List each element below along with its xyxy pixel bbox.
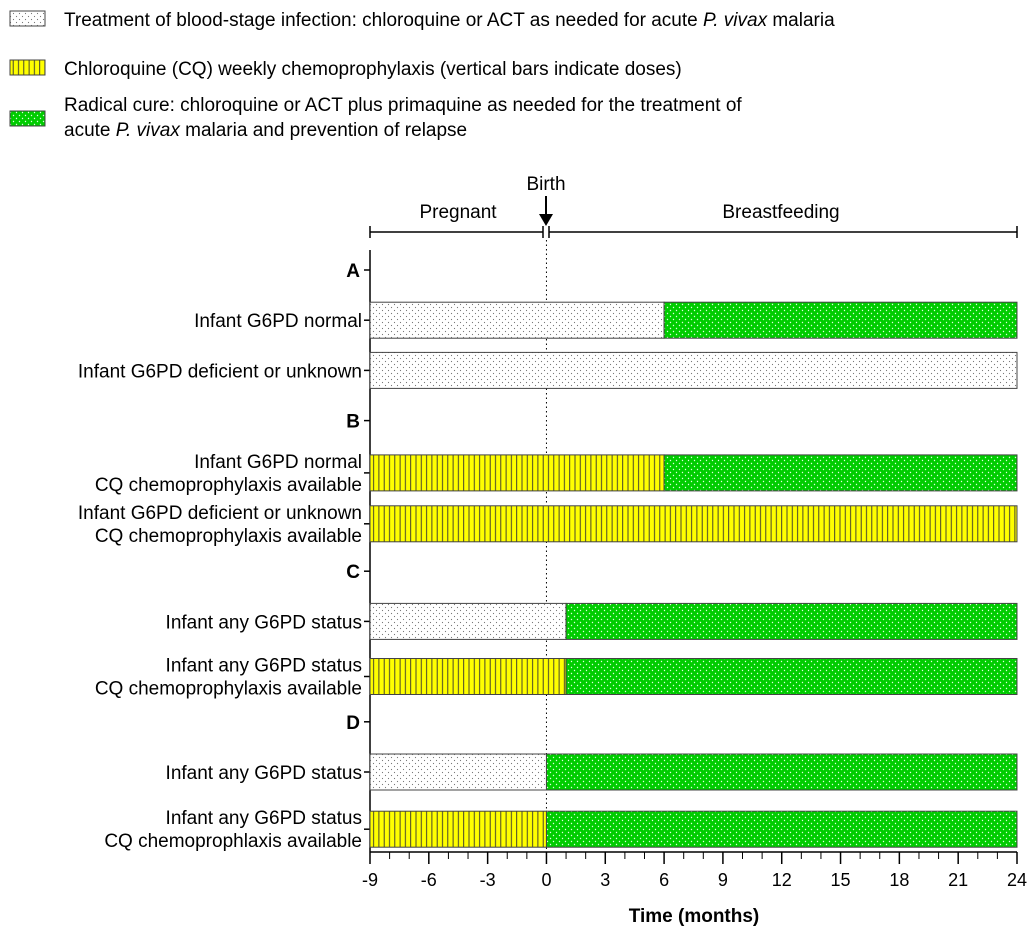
x-tick-label: 0 [541, 870, 551, 890]
row-B-2-bar-cq [369, 505, 1018, 543]
legend-label-blood: Treatment of blood-stage infection: chlo… [64, 10, 835, 31]
x-tick-label: 6 [659, 870, 669, 890]
row-A-2-label: Infant G6PD deficient or unknown [78, 361, 362, 382]
x-tick-label: 3 [600, 870, 610, 890]
legend-swatch-cq [9, 59, 46, 76]
legend: Treatment of blood-stage infection: chlo… [9, 10, 835, 141]
x-tick-label: 24 [1007, 870, 1027, 890]
row-C-2-bar-cq [369, 658, 567, 695]
row-C-1-bar-blood [369, 602, 567, 640]
row-D-1-bar-radical [545, 753, 1018, 791]
legend-label-radical-line1: Radical cure: chloroquine or ACT plus pr… [64, 95, 742, 116]
row-C-2-bar-radical [565, 658, 1018, 695]
x-tick-label: 18 [889, 870, 909, 890]
legend-swatch-radical [9, 110, 46, 127]
x-tick-label: -3 [480, 870, 496, 890]
row-A-2-bar-blood [369, 351, 1018, 389]
row-D-1-label: Infant any G6PD status [166, 763, 362, 784]
row-A-1-label: Infant G6PD normal [194, 311, 362, 332]
timeline-header: Birth Pregnant Breastfeeding [369, 174, 1018, 238]
row-D-2-label-line2: CQ chemoprophlaxis available [104, 831, 362, 852]
plot-area: A Infant G6PD normal Infant G6PD deficient… [78, 240, 1027, 890]
row-D-2-bar-cq [369, 810, 547, 848]
row-D-1-bar-blood [369, 753, 547, 791]
row-C-1-label: Infant any G6PD status [166, 612, 362, 633]
legend-label-radical-line2: acute P. vivax malaria and prevention of… [64, 120, 467, 141]
row-C-2-label-line1: Infant any G6PD status [166, 656, 362, 677]
x-tick-label: -9 [362, 870, 378, 890]
x-tick-label: 12 [772, 870, 792, 890]
row-B-1-label-line1: Infant G6PD normal [194, 452, 362, 473]
legend-item-blood: Treatment of blood-stage infection: chlo… [9, 10, 835, 31]
row-B-1-bar-radical [663, 454, 1018, 492]
x-tick-label: 21 [948, 870, 968, 890]
row-A-1-bar-radical [663, 301, 1018, 339]
row-D-2-bar-radical [545, 810, 1018, 848]
group-label-A: A [346, 261, 360, 282]
breastfeeding-label: Breastfeeding [722, 202, 839, 223]
row-B-1-bar-cq [369, 454, 665, 492]
pregnant-label: Pregnant [419, 202, 497, 223]
x-tick-label: 9 [718, 870, 728, 890]
legend-swatch-blood [9, 10, 46, 27]
row-C-1-bar-radical [565, 602, 1018, 640]
row-D-2-label-line1: Infant any G6PD status [166, 808, 362, 829]
row-B-2-label-line2: CQ chemoprophylaxis available [95, 526, 362, 547]
birth-arrow-head [539, 214, 553, 226]
row-A-1-bar-blood [369, 301, 665, 339]
legend-label-cq: Chloroquine (CQ) weekly chemoprophylaxis… [64, 59, 682, 80]
legend-item-radical: Radical cure: chloroquine or ACT plus pr… [9, 95, 742, 141]
x-tick-label: -6 [421, 870, 437, 890]
row-C-2-label-line2: CQ chemoprophylaxis available [95, 679, 362, 700]
group-label-D: D [346, 713, 360, 734]
birth-label: Birth [526, 174, 565, 195]
x-tick-label: 15 [831, 870, 851, 890]
x-axis-title: Time (months) [629, 906, 760, 927]
legend-item-cq: Chloroquine (CQ) weekly chemoprophylaxis… [9, 59, 682, 80]
row-B-1-label-line2: CQ chemoprophylaxis available [95, 475, 362, 496]
group-label-C: C [346, 562, 360, 583]
group-label-B: B [346, 412, 360, 433]
row-B-2-label-line1: Infant G6PD deficient or unknown [78, 503, 362, 524]
